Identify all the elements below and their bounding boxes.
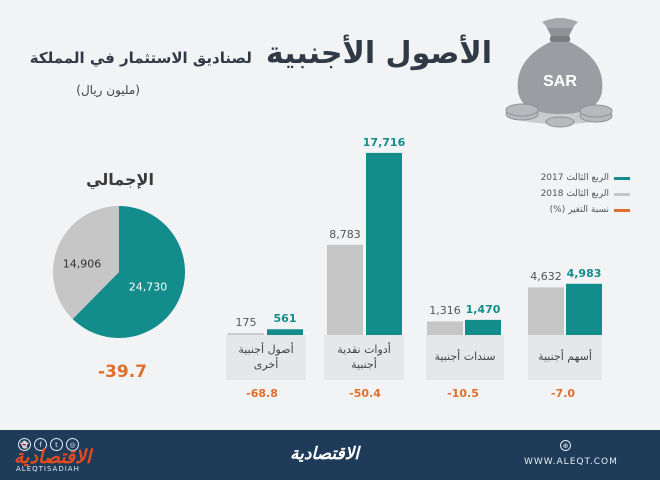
footer-logo-left[interactable]: الاقتصادية [14,446,92,468]
footer-handle: ALEQTISADIAH [16,465,80,473]
category-label-foreign-bonds: سندات أجنبية [426,335,504,380]
bar-2018-0 [528,287,564,335]
bar-2017-3 [267,329,303,335]
bag-label: SAR [543,73,577,90]
pie-change-pct: -39.7 [98,362,147,382]
page-title: الأصول الأجنبية لصناديق الاستثمار في الم… [30,36,492,71]
pie-slice-label-2018: 14,906 [62,257,102,271]
chart-legend: الربع الثالث 2017 الربع الثالث 2018 نسبة… [520,170,630,218]
legend-item-2018: الربع الثالث 2018 [520,186,630,202]
twitter-icon[interactable]: t [50,438,63,451]
change-pct-foreign-stocks: -7.0 [550,387,576,400]
legend-item-change: نسبة التغير (%) [520,202,630,218]
bar-2017-2 [366,152,402,335]
bar-value-label-2017-0: 4,983 [566,266,602,280]
bar-2018-3 [228,333,264,335]
legend-item-2017: الربع الثالث 2017 [520,170,630,186]
footer-url[interactable]: WWW.ALEQT.COM [524,457,618,467]
title-sub: لصناديق الاستثمار في المملكة [29,49,252,67]
legend-swatch-change [614,208,630,212]
unit-label: (مليون ريال) [76,83,140,97]
footer-brand: 👻 f t ◎ الاقتصادية ALEQTISADIAH [14,436,124,476]
change-pct-foreign-bonds: -10.5 [447,387,479,400]
bar-value-label-2018-3: 175 [235,316,257,330]
footer-logo-center[interactable]: الاقتصادية [290,444,360,464]
legend-swatch-2018 [614,192,630,196]
legend-label-2017: الربع الثالث 2017 [540,173,609,183]
footer-bar: 👻 f t ◎ الاقتصادية ALEQTISADIAH [0,430,660,480]
change-pct-foreign-cash: -50.4 [349,387,381,400]
pie-slice-label-2017: 24,730 [128,280,168,294]
legend-label-change: نسبة التغير (%) [549,205,609,215]
snapchat-icon[interactable]: 👻 [18,438,31,451]
pie-title: الإجمالي [86,170,154,189]
facebook-icon[interactable]: f [34,438,47,451]
title-main: الأصول الأجنبية [265,36,492,71]
change-pct-foreign-other: -68.8 [246,387,278,400]
globe-icon: ⊕ [560,440,571,451]
instagram-icon[interactable]: ◎ [66,438,79,451]
legend-label-2018: الربع الثالث 2018 [540,189,609,199]
legend-swatch-2017 [614,176,630,180]
bar-value-label-2017-3: 561 [273,312,297,326]
bar-2017-1 [465,319,501,335]
category-label-foreign-stocks: أسهم أجنبية [528,335,602,380]
bar-value-label-2017-2: 17,716 [362,135,406,149]
bar-value-label-2018-2: 8,783 [329,227,361,241]
bar-value-label-2018-1: 1,316 [429,304,461,318]
category-label-foreign-cash: أدوات نقدية أجنبية [324,335,404,380]
bar-2018-2 [327,244,363,335]
bar-2018-1 [427,321,463,335]
bar-value-label-2018-0: 4,632 [530,270,562,284]
sar-money-bag-icon: SAR [505,18,613,128]
bar-2017-0 [566,283,602,335]
bar-value-label-2017-1: 1,470 [465,302,501,316]
category-label-foreign-other: أصول أجنبية أخرى [226,335,306,380]
